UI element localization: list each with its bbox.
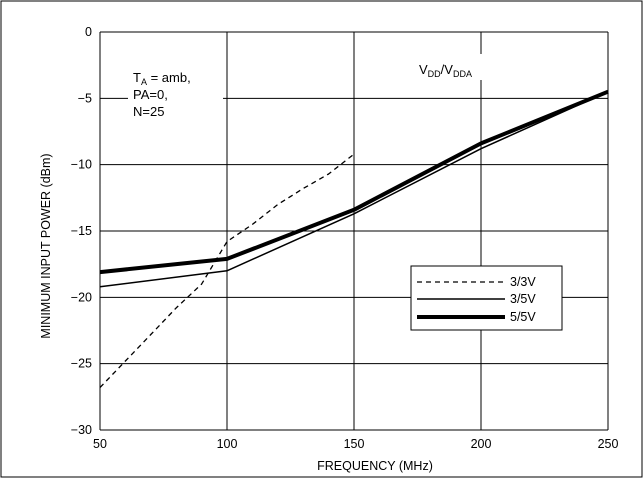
legend-box [410,265,563,331]
x-tick-label: 50 [93,437,107,451]
y-tick-label: 0 [85,25,92,39]
y-tick-label: −30 [71,423,92,437]
series-line-3-5v [99,91,609,288]
x-tick-label: 200 [471,437,492,451]
y-tick-label: −15 [71,224,92,238]
supply-voltage-label: VDD/VDDA [419,62,472,79]
series-line-5-5v [99,89,609,275]
legend-label-3-5v: 3/5V [510,292,536,306]
annotation-pa: PA=0, [133,87,168,102]
x-axis-label: FREQUENCY (MHz) [317,459,433,473]
axes: 50 100 150 200 250 0 −5 −10 −15 −20 −25 −30 [71,25,619,451]
y-axis-label: MINIMUM INPUT POWER (dBm) [39,153,53,338]
annotation-background [128,38,223,120]
y-tick-label: −10 [71,158,92,172]
y-tick-label: −20 [71,290,92,304]
x-tick-label: 250 [598,437,619,451]
legend-label-3-3v: 3/3V [510,275,536,289]
annotation-ta: TA = amb, [133,70,191,87]
supply-label-background [414,54,532,80]
legend-label-5-5v: 5/5V [510,310,536,324]
annotation-n: N=25 [133,104,164,119]
x-tick-label: 100 [217,437,238,451]
x-tick-label: 150 [344,437,365,451]
series-group [99,89,609,388]
series-line-3-3v [99,153,355,388]
legend: 3/3V 3/5V 5/5V [410,265,563,331]
y-tick-label: −5 [78,91,92,105]
y-tick-label: −25 [71,357,92,371]
